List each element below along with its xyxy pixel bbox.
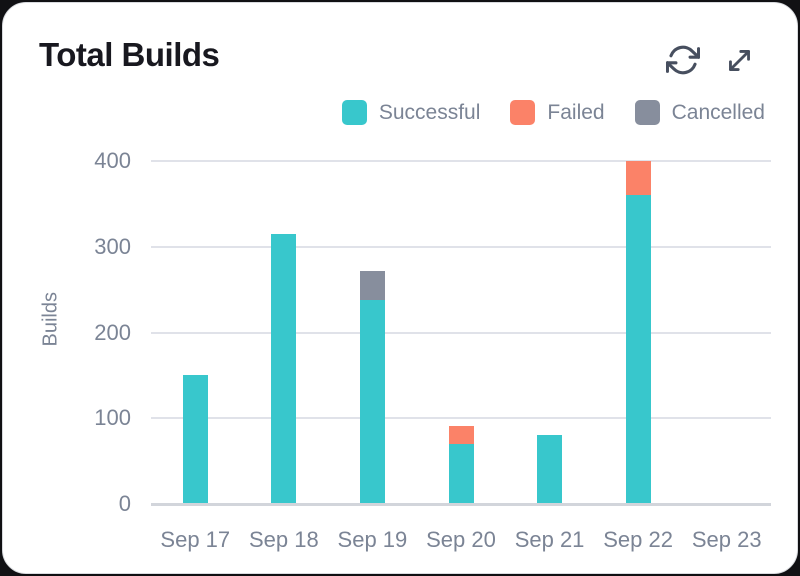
- y-tick-200: 200: [94, 319, 131, 345]
- x-tick-sep-18: Sep 18: [248, 527, 319, 552]
- bar-sep-19-cancelled[interactable]: [359, 270, 385, 300]
- legend-swatch-icon: [510, 100, 536, 125]
- legend-label: Successful: [378, 100, 481, 124]
- legend-label: Failed: [547, 100, 605, 124]
- bar-sep-20-failed[interactable]: [448, 425, 474, 444]
- bar-sep-17-successful[interactable]: [182, 375, 208, 504]
- legend-item-successful[interactable]: Successful: [341, 100, 481, 125]
- gridline-300: [151, 245, 771, 248]
- page-title: Total Builds: [39, 36, 220, 73]
- gridline-400: [151, 160, 771, 162]
- bar-sep-20-successful[interactable]: [448, 443, 474, 504]
- bar-sep-19-successful[interactable]: [359, 299, 385, 504]
- x-tick-sep-20: Sep 20: [426, 527, 496, 552]
- refresh-icon: [665, 45, 701, 75]
- y-tick-300: 300: [94, 233, 131, 259]
- card-actions: [664, 41, 757, 79]
- x-tick-sep-17: Sep 17: [160, 527, 231, 552]
- bar-sep-22-failed[interactable]: [625, 161, 651, 196]
- legend-item-failed[interactable]: Failed: [510, 100, 605, 125]
- refresh-button[interactable]: [664, 41, 702, 79]
- x-tick-sep-19: Sep 19: [337, 527, 408, 552]
- y-tick-400: 400: [94, 148, 131, 173]
- y-tick-100: 100: [94, 405, 131, 431]
- gridline-200: [151, 331, 771, 334]
- gridline-100: [151, 417, 771, 420]
- builds-bar-chart: Builds 0 100 200 300 400 Sep 17 Sep 18 Sep 19 Se…: [3, 3, 800, 576]
- x-tick-sep-21: Sep 21: [514, 527, 585, 552]
- y-tick-0: 0: [118, 491, 131, 516]
- bar-sep-18-successful[interactable]: [271, 233, 297, 504]
- x-tick-sep-23: Sep 23: [691, 527, 762, 552]
- legend-swatch-icon: [341, 100, 367, 125]
- bar-sep-21-successful[interactable]: [537, 434, 563, 504]
- bar-sep-22-successful[interactable]: [625, 195, 651, 504]
- legend-swatch-icon: [634, 100, 660, 125]
- expand-button[interactable]: [722, 43, 757, 78]
- expand-icon: [729, 49, 750, 71]
- legend-label: Cancelled: [671, 100, 765, 124]
- chart-legend: Successful Failed Cancelled: [341, 100, 765, 125]
- x-axis-line: [151, 503, 771, 506]
- x-tick-sep-22: Sep 22: [603, 527, 673, 552]
- legend-item-cancelled[interactable]: Cancelled: [634, 100, 765, 125]
